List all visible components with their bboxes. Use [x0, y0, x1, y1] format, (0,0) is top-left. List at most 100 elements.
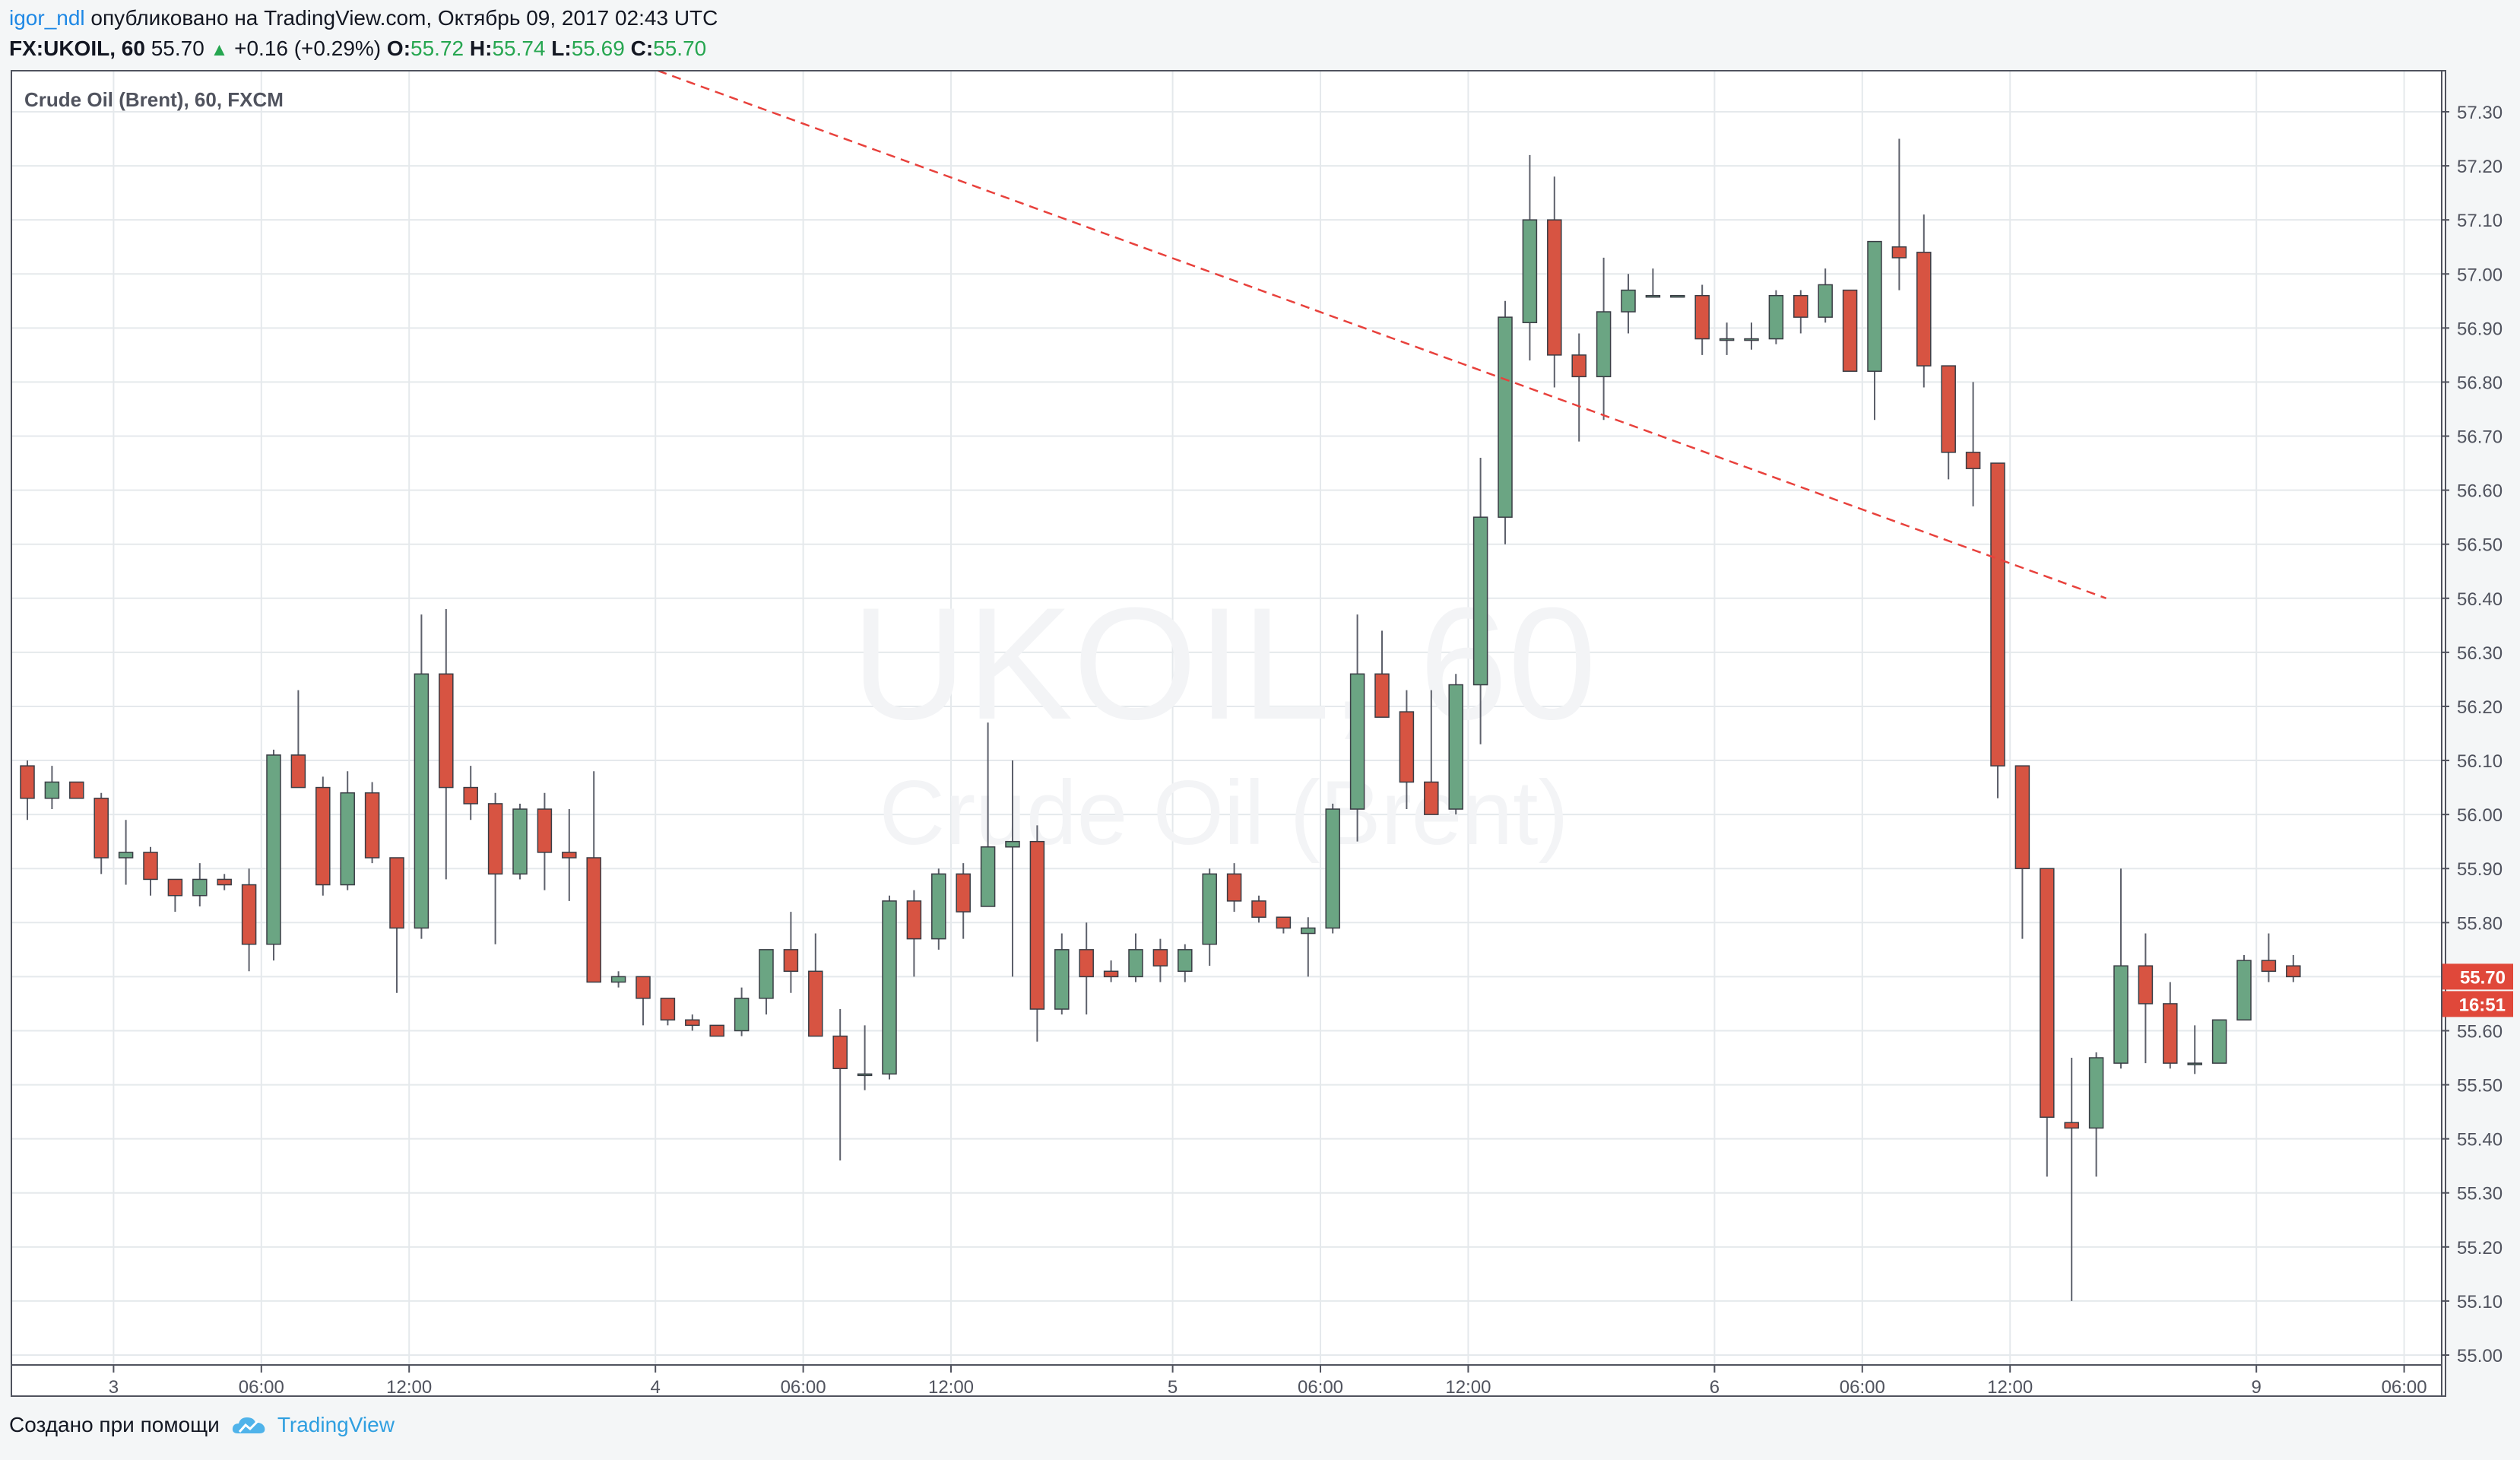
price-tick-label: 57.20 — [2457, 157, 2503, 177]
candle-body-down — [586, 857, 601, 983]
candle — [1054, 933, 1070, 1015]
candle — [956, 863, 971, 939]
candle-body-up — [1448, 684, 1463, 810]
price-tick-label: 55.20 — [2457, 1238, 2503, 1258]
candle-body-down — [1029, 840, 1045, 1010]
candle-body-up — [1472, 516, 1488, 686]
price-tick-label: 56.50 — [2457, 535, 2503, 556]
price-tick-label: 55.40 — [2457, 1130, 2503, 1151]
price-tick-label: 55.00 — [2457, 1346, 2503, 1366]
price-tick-label: 56.10 — [2457, 751, 2503, 772]
candle — [808, 933, 823, 1037]
last-price-tag: 55.70 16:51 — [2442, 963, 2513, 1017]
last-price-tag-text: 55.70 — [2460, 967, 2506, 988]
price-axis[interactable]: 57.30 57.20 57.10 57.00 56.90 56.80 56.70 56.60… — [2442, 103, 2503, 1366]
candle-body-down — [808, 970, 823, 1037]
published-text: опубликовано на TradingView.com, Октябрь… — [90, 6, 718, 30]
candle-body-up — [118, 852, 134, 859]
candle — [1867, 240, 1882, 421]
tradingview-link[interactable]: TradingView — [230, 1408, 395, 1442]
candle — [2113, 868, 2129, 1069]
candle — [1029, 825, 1045, 1042]
candle-body-up — [1522, 219, 1538, 323]
candle — [94, 792, 109, 874]
candle-body-down — [956, 873, 971, 912]
price-tick-label: 55.90 — [2457, 859, 2503, 880]
candle-body-down — [1399, 711, 1415, 783]
high-value: 55.74 — [492, 36, 546, 60]
symbol-label: FX:UKOIL, 60 — [9, 36, 145, 60]
candle-body-up — [1178, 949, 1193, 973]
candle — [1990, 462, 2005, 798]
candle — [1596, 257, 1612, 421]
price-tick-label: 55.30 — [2457, 1184, 2503, 1204]
time-axis[interactable]: 3 06:00 12:00 4 06:00 12:00 5 06:00 12:00 6 06:00 1… — [109, 1365, 2427, 1398]
symbol-info-line: FX:UKOIL, 60 55.70 ▲ +0.16 (+0.29%) O:55… — [9, 33, 706, 64]
candle-body-up — [1498, 316, 1513, 518]
candle — [1571, 333, 1586, 442]
candle-body-down — [709, 1024, 724, 1037]
candle-body-down — [537, 808, 553, 853]
candle-body-down — [1965, 452, 1981, 469]
candle-body-up — [1005, 840, 1020, 848]
candle-body-down — [94, 798, 109, 859]
candle — [118, 820, 134, 885]
close-value: 55.70 — [653, 36, 707, 60]
time-tick-label: 5 — [1168, 1377, 1178, 1398]
candle — [1349, 614, 1365, 842]
author-link[interactable]: igor_ndl — [9, 6, 85, 30]
candle — [143, 846, 158, 896]
candle-body-down — [2286, 965, 2301, 978]
candle — [759, 949, 774, 1015]
brand-label: TradingView — [277, 1413, 395, 1436]
candle-body-down — [1990, 462, 2005, 766]
candles — [20, 138, 2301, 1301]
candle-body-down — [1152, 949, 1168, 966]
candle-body-down — [463, 786, 478, 805]
price-tick-label: 56.90 — [2457, 319, 2503, 339]
price-tick-label: 57.00 — [2457, 265, 2503, 285]
candle — [414, 614, 430, 939]
time-tick-label: 6 — [1710, 1377, 1720, 1398]
candle-body-up — [1818, 284, 1833, 318]
candle-body-down — [685, 1019, 700, 1027]
chart-pane-border — [11, 70, 2446, 1397]
candle-body-up — [1744, 338, 1759, 341]
watermark-symbol: UKOIL, 60 — [851, 574, 1596, 753]
candle-body-down — [487, 803, 503, 875]
trend-line[interactable] — [658, 69, 2106, 599]
tradingview-cloud-icon — [232, 1417, 265, 1433]
candle-body-up — [610, 976, 626, 983]
chart-title: Crude Oil (Brent), 60, FXCM — [24, 88, 284, 111]
candle-body-up — [2088, 1057, 2104, 1129]
price-tick-label: 55.50 — [2457, 1076, 2503, 1097]
candle — [882, 895, 897, 1080]
candle-body-up — [1719, 338, 1735, 341]
open-value: 55.72 — [410, 36, 464, 60]
candle-body-down — [290, 754, 306, 789]
candle-body-up — [1301, 927, 1316, 935]
candle — [1547, 176, 1562, 388]
candle — [266, 749, 281, 961]
candle-body-down — [241, 884, 257, 945]
candle-body-up — [266, 754, 281, 945]
candle — [1178, 944, 1193, 982]
price-tick-label: 55.10 — [2457, 1292, 2503, 1312]
candle — [857, 1025, 873, 1090]
candle-body-down — [2261, 960, 2277, 973]
low-label: L: — [551, 36, 572, 60]
close-label: C: — [630, 36, 654, 60]
price-tick-label: 56.30 — [2457, 643, 2503, 664]
candle-body-down — [783, 949, 799, 973]
candle — [906, 890, 922, 977]
candle-body-down — [2040, 868, 2055, 1118]
price-tick-label: 56.60 — [2457, 481, 2503, 502]
candle — [389, 857, 404, 993]
candle-body-up — [2113, 965, 2129, 1064]
candle — [69, 781, 84, 799]
candle — [1325, 803, 1340, 934]
candle — [217, 874, 232, 890]
candle — [487, 792, 503, 944]
time-tick-label: 12:00 — [928, 1377, 974, 1398]
